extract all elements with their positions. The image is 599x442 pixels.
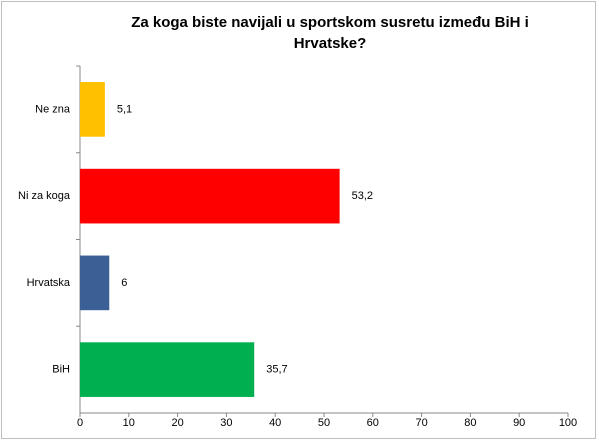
x-tick-label: 10 [123, 417, 135, 429]
x-tick-label: 30 [220, 417, 232, 429]
bar [80, 342, 255, 397]
x-tick-label: 0 [77, 417, 83, 429]
bar [80, 168, 340, 224]
chart-title: Za koga biste navijali u sportskom susre… [131, 14, 529, 52]
data-label: 6 [121, 277, 127, 289]
x-tick-label: 80 [464, 417, 476, 429]
data-label: 35,7 [266, 364, 287, 376]
data-label: 5,1 [117, 103, 132, 115]
data-label: 53,2 [352, 190, 373, 202]
x-tick-label: 60 [367, 417, 379, 429]
y-tick-label: Ni za koga [18, 190, 71, 202]
x-tick-label: 90 [513, 417, 525, 429]
y-tick-label: Ne zna [35, 103, 71, 115]
x-tick-label: 70 [415, 417, 427, 429]
y-tick-label: BiH [52, 364, 70, 376]
x-tick-label: 100 [559, 417, 577, 429]
bar [80, 82, 105, 137]
x-tick-label: 20 [171, 417, 183, 429]
y-tick-label: Hrvatska [27, 277, 71, 289]
x-tick-label: 40 [269, 417, 281, 429]
x-tick-label: 50 [318, 417, 330, 429]
bar [80, 255, 110, 311]
